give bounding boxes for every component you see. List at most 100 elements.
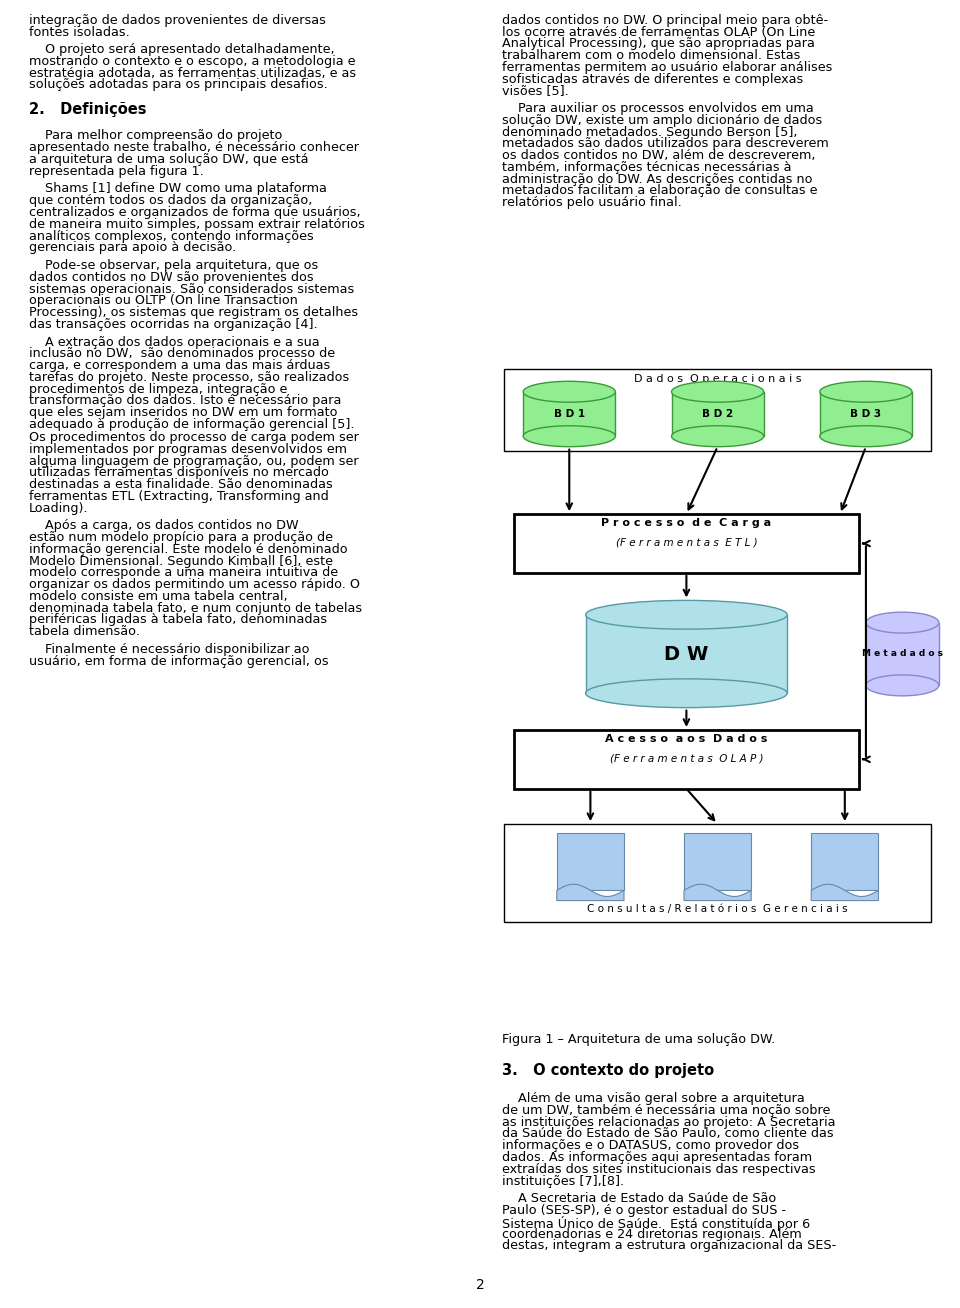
Text: da Saúde do Estado de São Paulo, como cliente das: da Saúde do Estado de São Paulo, como cl… (502, 1127, 833, 1141)
Text: carga, e correspondem a uma das mais árduas: carga, e correspondem a uma das mais árd… (29, 358, 330, 371)
Text: A Secretaria de Estado da Saúde de São: A Secretaria de Estado da Saúde de São (502, 1193, 777, 1205)
Text: (F e r r a m e n t a s  O L A P ): (F e r r a m e n t a s O L A P ) (610, 753, 763, 764)
Text: ferramentas ETL (Extracting, Transforming and: ferramentas ETL (Extracting, Transformin… (29, 490, 328, 502)
Ellipse shape (866, 612, 939, 633)
Text: Finalmente é necessário disponibilizar ao: Finalmente é necessário disponibilizar a… (29, 644, 309, 655)
Text: visões [5].: visões [5]. (502, 84, 569, 97)
Text: os dados contidos no DW, além de descreverem,: os dados contidos no DW, além de descrev… (502, 149, 816, 162)
Text: 2.   Definições: 2. Definições (29, 102, 146, 116)
Text: modelo consiste em uma tabela central,: modelo consiste em uma tabela central, (29, 590, 287, 603)
Text: tabela dimensão.: tabela dimensão. (29, 625, 139, 638)
Text: A c e s s o  a o s  D a d o s: A c e s s o a o s D a d o s (605, 734, 768, 744)
Text: solução DW, existe um amplo dicionário de dados: solução DW, existe um amplo dicionário d… (502, 114, 823, 127)
Text: estão num modelo propício para a produção de: estão num modelo propício para a produçã… (29, 531, 333, 544)
Text: D a d o s  O p e r a c i o n a i s: D a d o s O p e r a c i o n a i s (634, 374, 802, 385)
Polygon shape (557, 884, 624, 900)
Text: modelo corresponde a uma maneira intuitiva de: modelo corresponde a uma maneira intuiti… (29, 566, 338, 579)
Text: inclusão no DW,  são denominados processo de: inclusão no DW, são denominados processo… (29, 347, 335, 360)
Text: a arquitetura de uma solução DW, que está: a arquitetura de uma solução DW, que est… (29, 153, 308, 166)
Text: Após a carga, os dados contidos no DW: Após a carga, os dados contidos no DW (29, 519, 299, 532)
Text: denominado metadados. Segundo Berson [5],: denominado metadados. Segundo Berson [5]… (502, 126, 798, 139)
Text: que contém todos os dados da organização,: que contém todos os dados da organização… (29, 195, 312, 207)
Ellipse shape (586, 679, 787, 708)
Ellipse shape (672, 426, 764, 447)
Text: Paulo (SES-SP), é o gestor estadual do SUS -: Paulo (SES-SP), é o gestor estadual do S… (502, 1203, 786, 1216)
Text: de um DW, também é necessária uma noção sobre: de um DW, também é necessária uma noção … (502, 1104, 830, 1117)
Polygon shape (866, 623, 939, 685)
Polygon shape (811, 832, 878, 891)
Ellipse shape (586, 600, 787, 629)
Text: B D 3: B D 3 (851, 409, 881, 419)
Polygon shape (523, 392, 615, 437)
Text: sofisticadas através de diferentes e complexas: sofisticadas através de diferentes e com… (502, 72, 804, 85)
Text: Figura 1 – Arquitetura de uma solução DW.: Figura 1 – Arquitetura de uma solução DW… (502, 1033, 776, 1046)
Text: trabalharem com o modelo dimensional. Estas: trabalharem com o modelo dimensional. Es… (502, 48, 801, 61)
Text: estratégia adotada, as ferramentas utilizadas, e as: estratégia adotada, as ferramentas utili… (29, 67, 356, 80)
FancyBboxPatch shape (504, 824, 931, 922)
Text: dados contidos no DW. O principal meio para obtê-: dados contidos no DW. O principal meio p… (502, 13, 828, 26)
Text: Os procedimentos do processo de carga podem ser: Os procedimentos do processo de carga po… (29, 432, 359, 443)
Polygon shape (586, 615, 787, 693)
Text: C o n s u l t a s / R e l a t ó r i o s  G e r e n c i a i s: C o n s u l t a s / R e l a t ó r i o s … (588, 904, 848, 914)
Text: gerenciais para apoio à decisão.: gerenciais para apoio à decisão. (29, 241, 236, 254)
Polygon shape (820, 392, 912, 437)
Text: fontes isoladas.: fontes isoladas. (29, 25, 130, 38)
Polygon shape (811, 884, 878, 900)
Text: de maneira muito simples, possam extrair relatórios: de maneira muito simples, possam extrair… (29, 217, 365, 230)
Ellipse shape (672, 382, 764, 403)
Text: Shams [1] define DW como uma plataforma: Shams [1] define DW como uma plataforma (29, 182, 326, 195)
Text: Analytical Processing), que são apropriadas para: Analytical Processing), que são apropria… (502, 37, 815, 50)
Text: das transações ocorridas na organização [4].: das transações ocorridas na organização … (29, 318, 318, 331)
Text: Além de uma visão geral sobre a arquitetura: Além de uma visão geral sobre a arquitet… (502, 1092, 804, 1105)
Ellipse shape (523, 382, 615, 403)
Text: procedimentos de limpeza, integração e: procedimentos de limpeza, integração e (29, 382, 287, 395)
Text: tarefas do projeto. Neste processo, são realizados: tarefas do projeto. Neste processo, são … (29, 371, 349, 383)
FancyBboxPatch shape (504, 369, 931, 451)
Text: usuário, em forma de informação gerencial, os: usuário, em forma de informação gerencia… (29, 654, 328, 667)
Text: coordenadorias e 24 diretorias regionais. Além: coordenadorias e 24 diretorias regionais… (502, 1227, 802, 1240)
Text: administração do DW. As descrições contidas no: administração do DW. As descrições conti… (502, 173, 812, 186)
Text: dados. As informações aqui apresentadas foram: dados. As informações aqui apresentadas … (502, 1151, 812, 1164)
Text: Para melhor compreensão do projeto: Para melhor compreensão do projeto (29, 129, 282, 143)
Text: (F e r r a m e n t a s  E T L ): (F e r r a m e n t a s E T L ) (615, 538, 757, 548)
Text: que eles sejam inseridos no DW em um formato: que eles sejam inseridos no DW em um for… (29, 405, 337, 419)
Text: representada pela figura 1.: representada pela figura 1. (29, 165, 204, 178)
Text: organizar os dados permitindo um acesso rápido. O: organizar os dados permitindo um acesso … (29, 578, 360, 591)
Text: M e t a d a d o s: M e t a d a d o s (862, 650, 943, 658)
Text: Sistema Único de Saúde.  Está constituída por 6: Sistema Único de Saúde. Está constituída… (502, 1216, 810, 1231)
Text: 2: 2 (475, 1278, 485, 1292)
Text: soluções adotadas para os principais desafios.: soluções adotadas para os principais des… (29, 78, 327, 92)
Text: D W: D W (664, 645, 708, 663)
Text: integração de dados provenientes de diversas: integração de dados provenientes de dive… (29, 13, 325, 26)
Ellipse shape (820, 382, 912, 403)
Text: apresentado neste trabalho, é necessário conhecer: apresentado neste trabalho, é necessário… (29, 141, 359, 154)
Text: relatórios pelo usuário final.: relatórios pelo usuário final. (502, 196, 682, 209)
Text: mostrando o contexto e o escopo, a metodologia e: mostrando o contexto e o escopo, a metod… (29, 55, 355, 68)
Text: implementados por programas desenvolvidos em: implementados por programas desenvolvido… (29, 442, 347, 455)
Text: analíticos complexos, contendo informações: analíticos complexos, contendo informaçõ… (29, 230, 314, 242)
Text: utilizadas ferramentas disponíveis no mercado: utilizadas ferramentas disponíveis no me… (29, 467, 328, 479)
Text: metadados são dados utilizados para descreverem: metadados são dados utilizados para desc… (502, 137, 828, 150)
Polygon shape (684, 832, 752, 891)
Text: B D 1: B D 1 (554, 409, 585, 419)
Text: destinadas a esta finalidade. São denominadas: destinadas a esta finalidade. São denomi… (29, 479, 332, 490)
Text: também, informações técnicas necessárias à: também, informações técnicas necessárias… (502, 161, 792, 174)
Text: A extração dos dados operacionais e a sua: A extração dos dados operacionais e a su… (29, 335, 320, 348)
Ellipse shape (523, 426, 615, 447)
Polygon shape (684, 884, 752, 900)
Text: B D 2: B D 2 (702, 409, 733, 419)
Text: instituições [7],[8].: instituições [7],[8]. (502, 1175, 624, 1188)
Text: extraídas dos sites institucionais das respectivas: extraídas dos sites institucionais das r… (502, 1163, 816, 1176)
Text: Processing), os sistemas que registram os detalhes: Processing), os sistemas que registram o… (29, 306, 358, 319)
Text: O projeto será apresentado detalhadamente,: O projeto será apresentado detalhadament… (29, 43, 334, 56)
Text: alguma linguagem de programação, ou, podem ser: alguma linguagem de programação, ou, pod… (29, 455, 358, 467)
Text: denominada tabela fato, e num conjunto de tabelas: denominada tabela fato, e num conjunto d… (29, 602, 362, 615)
Polygon shape (672, 392, 764, 437)
Polygon shape (557, 832, 624, 891)
Text: centralizados e organizados de forma que usuários,: centralizados e organizados de forma que… (29, 205, 360, 218)
Text: sistemas operacionais. São considerados sistemas: sistemas operacionais. São considerados … (29, 283, 354, 296)
Text: informação gerencial. Este modelo é denominado: informação gerencial. Este modelo é deno… (29, 543, 348, 556)
Text: Pode-se observar, pela arquitetura, que os: Pode-se observar, pela arquitetura, que … (29, 259, 318, 272)
Text: destas, integram a estrutura organizacional da SES-: destas, integram a estrutura organizacio… (502, 1240, 836, 1252)
Text: as instituições relacionadas ao projeto: A Secretaria: as instituições relacionadas ao projeto:… (502, 1116, 835, 1129)
